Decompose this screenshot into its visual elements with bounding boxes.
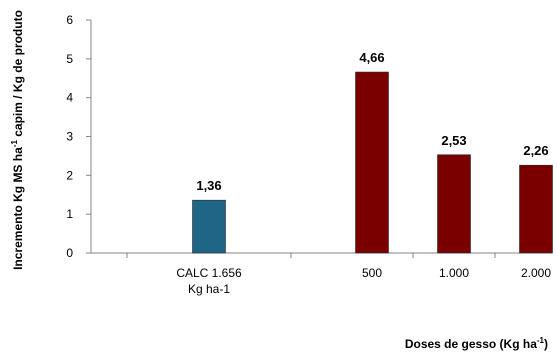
bar	[519, 164, 553, 254]
y-tick-label: 2	[66, 168, 73, 182]
data-label: 1,36	[196, 178, 221, 193]
y-tick-label: 4	[66, 91, 73, 105]
bar	[355, 71, 389, 254]
data-label: 2,26	[523, 143, 548, 158]
category-label: 2.000	[521, 266, 551, 280]
category-labels: CALC 1.656 Kg ha-1 500 1.000 2.000	[176, 266, 551, 296]
y-tick-label: 0	[66, 246, 73, 260]
data-label: 4,66	[359, 50, 384, 65]
y-axis-title-sup: -1	[10, 140, 19, 148]
x-axis-title-main: Doses de gesso (Kg ha	[405, 337, 537, 351]
y-tick-label: 3	[66, 130, 73, 144]
y-tick-label: 6	[66, 13, 73, 27]
bars	[192, 71, 553, 254]
category-label: 1.000	[439, 266, 469, 280]
x-axis-title-sup: -1	[537, 336, 545, 345]
category-label: 500	[362, 266, 382, 280]
category-label: CALC 1.656	[176, 266, 242, 280]
bar	[192, 199, 226, 254]
y-axis-title-rest: capim / Kg de produto	[11, 10, 25, 140]
x-axis-ticks	[126, 253, 496, 258]
y-tick-label: 1	[66, 207, 73, 221]
category-label: Kg ha-1	[188, 282, 230, 296]
data-labels: 1,36 4,66 2,53 2,26	[196, 50, 548, 193]
x-axis-title-rest: )	[544, 337, 548, 351]
y-axis-ticks: 0 1 2 3 4 5 6	[66, 13, 91, 260]
y-axis-title: Incremento Kg MS ha-1 capim / Kg de prod…	[10, 10, 25, 270]
y-axis-title-main: Incremento Kg MS ha	[11, 147, 25, 270]
x-axis-title: Doses de gesso (Kg ha-1)	[405, 336, 548, 351]
data-label: 2,53	[441, 133, 466, 148]
bar	[437, 154, 471, 254]
y-tick-label: 5	[66, 52, 73, 66]
